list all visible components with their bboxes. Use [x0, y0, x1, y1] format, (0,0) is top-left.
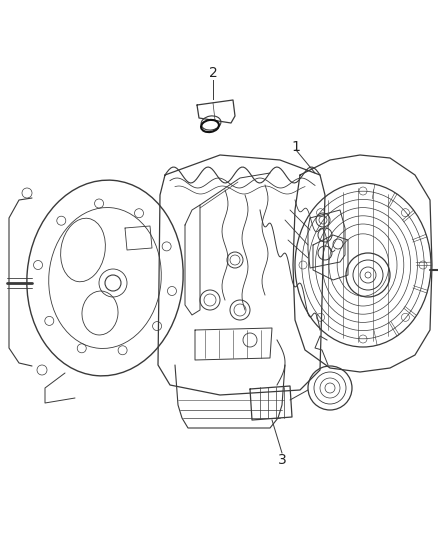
Text: 1: 1	[292, 140, 300, 154]
Text: 3: 3	[278, 453, 286, 467]
Text: 2: 2	[208, 66, 217, 80]
